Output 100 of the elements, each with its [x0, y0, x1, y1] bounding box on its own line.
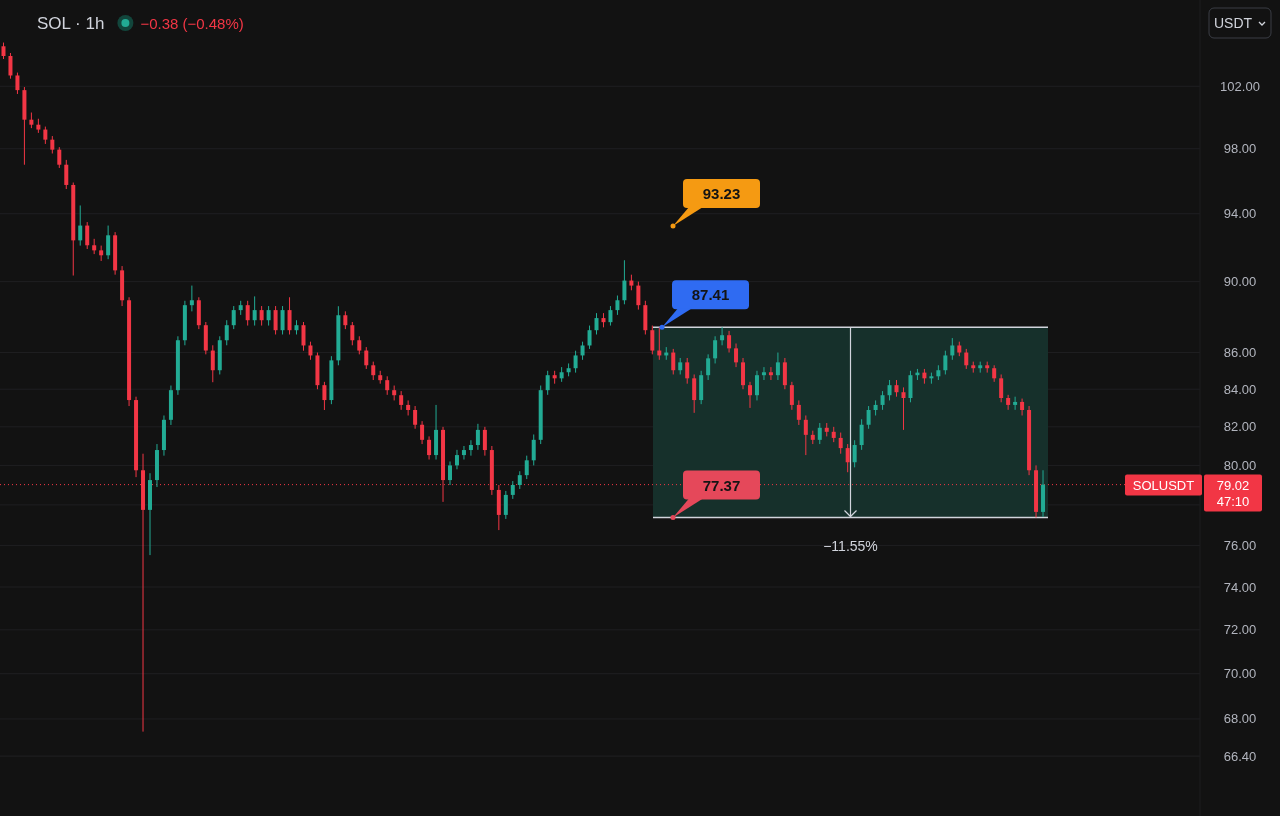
candlestick	[748, 381, 752, 409]
candlestick	[385, 375, 390, 396]
candlestick	[420, 420, 425, 445]
candlestick	[461, 445, 466, 461]
candlestick	[231, 305, 236, 330]
candlestick	[301, 321, 306, 352]
candlestick	[454, 449, 459, 470]
candlestick	[580, 341, 585, 361]
candlestick	[789, 381, 794, 411]
y-tick-label: 76.00	[1223, 537, 1257, 553]
candlestick	[713, 335, 718, 364]
candlestick	[413, 405, 418, 430]
candlestick	[259, 305, 264, 327]
text: 47:10	[1216, 493, 1250, 509]
candlestick	[796, 399, 801, 426]
candlestick	[859, 418, 864, 451]
candlestick	[768, 366, 773, 381]
y-tick-label: 98.00	[1223, 141, 1257, 157]
candlestick	[57, 146, 62, 169]
y-tick-label: 86.00	[1223, 345, 1257, 361]
candlestick	[364, 346, 369, 370]
candlestick	[245, 300, 250, 327]
candlestick	[475, 423, 480, 451]
candlestick	[106, 225, 111, 260]
candlestick	[720, 326, 725, 346]
candlestick	[594, 312, 599, 335]
candlestick	[741, 357, 746, 390]
candlestick	[308, 341, 313, 361]
candlestick	[901, 386, 906, 431]
candlestick	[371, 361, 376, 381]
candlestick	[406, 399, 411, 416]
candlestick	[273, 305, 278, 335]
candlestick	[817, 422, 822, 445]
candlestick	[852, 439, 857, 468]
candlestick	[761, 366, 766, 381]
annotation: 93.23	[702, 185, 741, 202]
candlestick	[838, 432, 843, 455]
candlestick	[280, 305, 285, 335]
candlestick	[908, 370, 913, 403]
candlestick	[85, 221, 90, 250]
candlestick	[615, 295, 620, 316]
candlestick	[782, 357, 787, 390]
candlestick	[8, 52, 13, 80]
candlestick	[468, 439, 473, 457]
candlestick	[1006, 394, 1011, 411]
candlestick	[685, 357, 690, 385]
ref-line-label: SOLUSDT	[1132, 477, 1195, 493]
candlestick	[999, 373, 1004, 403]
candlestick	[545, 370, 550, 396]
candlestick	[524, 455, 529, 480]
candlestick	[775, 352, 780, 381]
candlestick	[427, 435, 432, 461]
candlestick	[399, 390, 404, 411]
y-tick-label: 102.00	[1220, 78, 1260, 94]
candlestick	[887, 379, 892, 401]
text: USDT	[1213, 15, 1253, 31]
y-tick-label: 80.00	[1223, 457, 1257, 473]
y-tick-label: 74.00	[1223, 579, 1257, 595]
candlestick	[189, 285, 194, 312]
annotation: 87.41	[691, 286, 730, 304]
candlestick	[482, 426, 487, 457]
y-tick-label: 66.40	[1223, 748, 1257, 764]
text: SOL · 1h	[37, 14, 105, 33]
candlestick	[573, 350, 578, 374]
candlestick	[964, 348, 969, 370]
candlestick	[608, 305, 613, 327]
candlestick	[357, 335, 362, 355]
y-tick-label: 82.00	[1223, 419, 1257, 435]
candlestick	[622, 259, 627, 305]
candlestick	[531, 433, 536, 466]
text: 79.02	[1216, 477, 1250, 493]
candlestick	[866, 405, 871, 430]
candlestick	[64, 159, 69, 190]
y-tick-label: 70.00	[1223, 666, 1257, 682]
candlestick	[692, 373, 697, 414]
candlestick	[448, 460, 452, 486]
candlestick	[880, 390, 885, 411]
candlestick	[636, 281, 641, 311]
candlestick	[503, 490, 508, 520]
candlestick	[650, 325, 655, 355]
candlestick	[266, 305, 271, 327]
candlestick	[1013, 396, 1018, 411]
candlestick	[1020, 398, 1025, 416]
candlestick	[845, 443, 850, 473]
candlestick	[322, 381, 327, 411]
y-tick-label: 72.00	[1223, 622, 1257, 638]
y-tick-label: 90.00	[1223, 274, 1257, 290]
band-label: −11.55%	[823, 537, 878, 554]
candlestick	[287, 296, 292, 335]
candlestick	[210, 344, 215, 383]
y-tick-label: 68.00	[1223, 711, 1257, 727]
candlestick	[734, 342, 739, 368]
candlestick	[754, 370, 759, 401]
candlestick	[78, 204, 83, 247]
candlestick	[350, 321, 355, 346]
candlestick	[671, 348, 676, 375]
candlestick	[252, 295, 257, 327]
y-tick-label: 94.00	[1223, 206, 1257, 222]
candlestick	[950, 337, 955, 361]
candlestick	[706, 353, 711, 381]
